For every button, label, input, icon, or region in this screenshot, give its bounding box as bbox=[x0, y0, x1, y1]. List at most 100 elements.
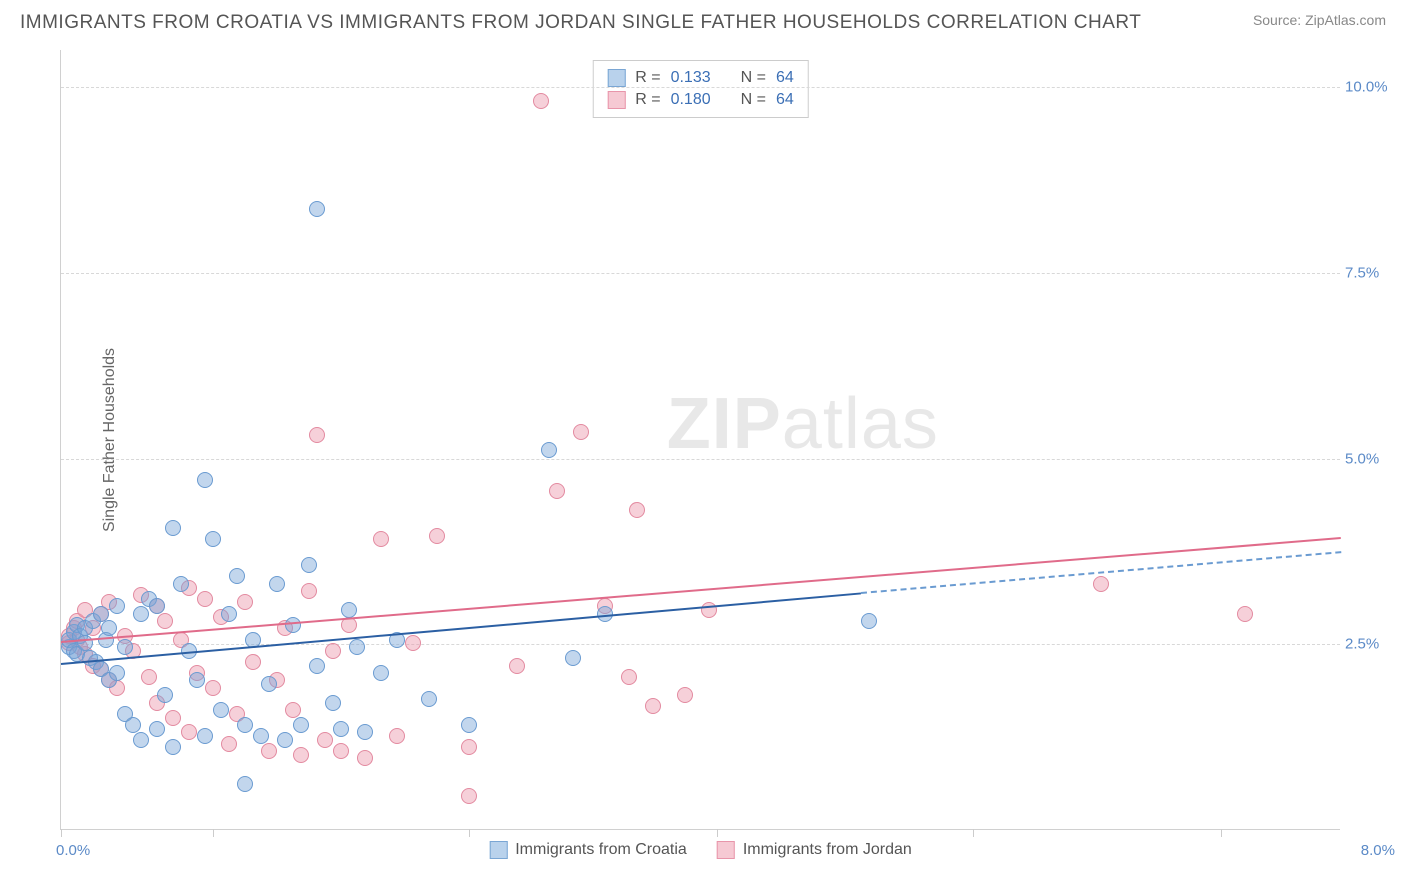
legend-label: Immigrants from Croatia bbox=[515, 841, 687, 859]
n-value: 64 bbox=[776, 69, 794, 87]
scatter-point-croatia bbox=[341, 602, 357, 618]
scatter-point-croatia bbox=[149, 598, 165, 614]
scatter-point-jordan bbox=[205, 680, 221, 696]
legend-swatch bbox=[489, 841, 507, 859]
x-tick bbox=[1221, 829, 1222, 837]
r-label: R = bbox=[635, 69, 660, 87]
scatter-point-croatia bbox=[565, 650, 581, 666]
scatter-point-croatia bbox=[117, 639, 133, 655]
scatter-point-jordan bbox=[285, 702, 301, 718]
trend-line bbox=[61, 537, 1341, 643]
scatter-point-croatia bbox=[293, 717, 309, 733]
scatter-point-croatia bbox=[173, 576, 189, 592]
scatter-point-jordan bbox=[197, 591, 213, 607]
r-value: 0.133 bbox=[671, 69, 711, 87]
scatter-point-croatia bbox=[269, 576, 285, 592]
scatter-point-jordan bbox=[645, 698, 661, 714]
n-label: N = bbox=[741, 69, 766, 87]
scatter-point-jordan bbox=[317, 732, 333, 748]
legend-swatch bbox=[607, 69, 625, 87]
legend-swatch bbox=[717, 841, 735, 859]
scatter-point-croatia bbox=[221, 606, 237, 622]
scatter-point-croatia bbox=[261, 676, 277, 692]
legend-item-croatia: Immigrants from Croatia bbox=[489, 841, 687, 859]
scatter-point-croatia bbox=[205, 531, 221, 547]
scatter-point-jordan bbox=[141, 669, 157, 685]
scatter-point-croatia bbox=[133, 732, 149, 748]
series-legend: Immigrants from Croatia Immigrants from J… bbox=[489, 841, 912, 859]
x-tick bbox=[717, 829, 718, 837]
stats-row-jordan: R = 0.180 N = 64 bbox=[607, 89, 794, 111]
scatter-point-croatia bbox=[237, 717, 253, 733]
scatter-point-jordan bbox=[701, 602, 717, 618]
scatter-point-jordan bbox=[677, 687, 693, 703]
y-tick-label: 5.0% bbox=[1345, 450, 1400, 467]
scatter-point-croatia bbox=[253, 728, 269, 744]
scatter-point-croatia bbox=[277, 732, 293, 748]
plot-area: ZIPatlas R =0.133N =64R =0.180N =64 0.0%… bbox=[60, 50, 1340, 830]
scatter-point-croatia bbox=[861, 613, 877, 629]
trend-line bbox=[61, 592, 861, 665]
scatter-point-croatia bbox=[101, 620, 117, 636]
scatter-point-croatia bbox=[213, 702, 229, 718]
scatter-point-jordan bbox=[373, 531, 389, 547]
n-value: 64 bbox=[776, 91, 794, 109]
x-tick bbox=[973, 829, 974, 837]
scatter-chart: Single Father Households ZIPatlas R =0.1… bbox=[60, 50, 1340, 830]
scatter-point-croatia bbox=[325, 695, 341, 711]
scatter-point-jordan bbox=[309, 427, 325, 443]
x-axis-min-label: 0.0% bbox=[56, 842, 90, 859]
scatter-point-jordan bbox=[509, 658, 525, 674]
scatter-point-jordan bbox=[325, 643, 341, 659]
scatter-point-croatia bbox=[309, 201, 325, 217]
scatter-point-jordan bbox=[333, 743, 349, 759]
scatter-point-croatia bbox=[109, 665, 125, 681]
scatter-point-croatia bbox=[301, 557, 317, 573]
scatter-point-croatia bbox=[157, 687, 173, 703]
scatter-point-croatia bbox=[237, 776, 253, 792]
scatter-point-jordan bbox=[549, 483, 565, 499]
y-tick-label: 7.5% bbox=[1345, 264, 1400, 281]
scatter-point-jordan bbox=[357, 750, 373, 766]
scatter-point-croatia bbox=[421, 691, 437, 707]
scatter-point-jordan bbox=[621, 669, 637, 685]
scatter-point-croatia bbox=[109, 598, 125, 614]
scatter-point-croatia bbox=[165, 739, 181, 755]
r-label: R = bbox=[635, 91, 660, 109]
watermark: ZIPatlas bbox=[667, 383, 939, 465]
legend-item-jordan: Immigrants from Jordan bbox=[717, 841, 912, 859]
x-axis-max-label: 8.0% bbox=[1361, 842, 1395, 859]
gridline bbox=[61, 273, 1340, 274]
chart-title: IMMIGRANTS FROM CROATIA VS IMMIGRANTS FR… bbox=[20, 12, 1141, 34]
scatter-point-jordan bbox=[461, 788, 477, 804]
scatter-point-croatia bbox=[189, 672, 205, 688]
scatter-point-croatia bbox=[197, 728, 213, 744]
scatter-point-croatia bbox=[165, 520, 181, 536]
scatter-point-jordan bbox=[221, 736, 237, 752]
gridline bbox=[61, 459, 1340, 460]
scatter-point-jordan bbox=[533, 93, 549, 109]
scatter-point-croatia bbox=[349, 639, 365, 655]
x-tick bbox=[61, 829, 62, 837]
scatter-point-croatia bbox=[285, 617, 301, 633]
scatter-point-jordan bbox=[181, 724, 197, 740]
scatter-point-croatia bbox=[93, 606, 109, 622]
legend-swatch bbox=[607, 91, 625, 109]
r-value: 0.180 bbox=[671, 91, 711, 109]
scatter-point-croatia bbox=[333, 721, 349, 737]
source-attribution: Source: ZipAtlas.com bbox=[1253, 12, 1386, 28]
scatter-point-croatia bbox=[133, 606, 149, 622]
scatter-point-jordan bbox=[573, 424, 589, 440]
scatter-point-jordan bbox=[237, 594, 253, 610]
scatter-point-croatia bbox=[357, 724, 373, 740]
n-label: N = bbox=[741, 91, 766, 109]
gridline bbox=[61, 87, 1340, 88]
scatter-point-jordan bbox=[165, 710, 181, 726]
scatter-point-jordan bbox=[405, 635, 421, 651]
scatter-point-croatia bbox=[197, 472, 213, 488]
legend-label: Immigrants from Jordan bbox=[743, 841, 912, 859]
stats-legend-box: R = 0.133 N = 64 R = 0.180 N = 64 bbox=[592, 60, 809, 118]
x-tick bbox=[213, 829, 214, 837]
scatter-point-jordan bbox=[389, 728, 405, 744]
scatter-point-jordan bbox=[629, 502, 645, 518]
